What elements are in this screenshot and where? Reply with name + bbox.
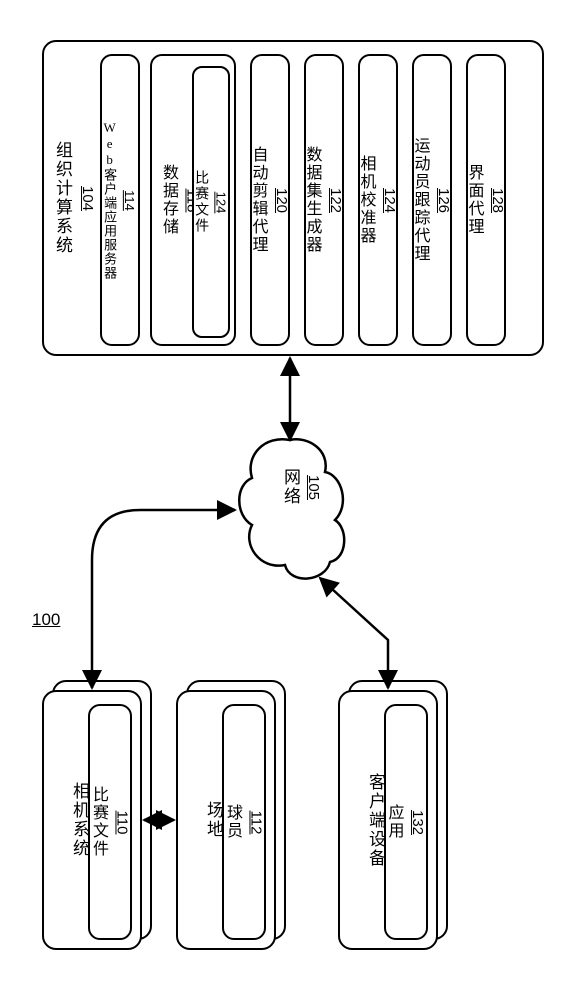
edges-layer	[0, 0, 586, 1000]
system-architecture-diagram: 100 相机系统 102 比赛文件 110 场地 106 球员 112	[0, 0, 586, 1000]
edge-network-client	[320, 578, 388, 688]
edge-camera-network	[92, 510, 235, 688]
